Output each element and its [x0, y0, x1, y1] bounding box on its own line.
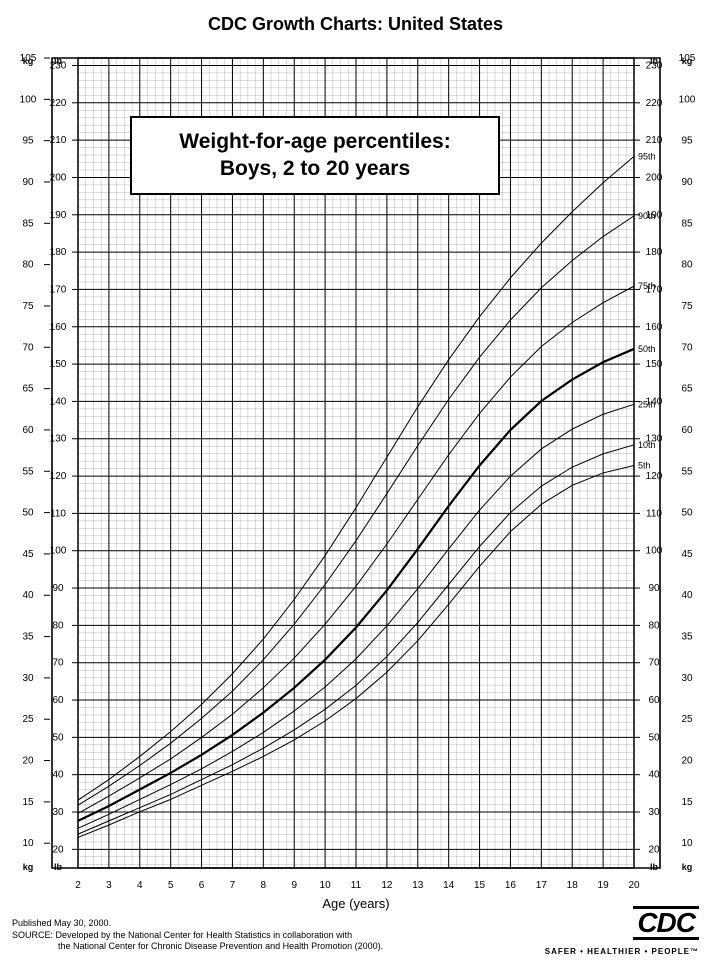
svg-text:65: 65: [22, 384, 34, 395]
footer-source-line-2: the National Center for Chronic Disease …: [12, 941, 383, 952]
chart-subtitle: Weight-for-age percentiles: Boys, 2 to 2…: [130, 116, 500, 195]
svg-text:80: 80: [52, 620, 64, 631]
svg-text:35: 35: [22, 632, 34, 643]
svg-text:20: 20: [628, 880, 640, 891]
svg-text:13: 13: [412, 880, 424, 891]
svg-text:11: 11: [351, 880, 362, 891]
svg-text:16: 16: [505, 880, 517, 891]
footer-source-line-1: SOURCE: Developed by the National Center…: [12, 930, 383, 941]
svg-text:50: 50: [22, 508, 34, 519]
svg-text:7: 7: [230, 880, 236, 891]
svg-text:70: 70: [22, 342, 34, 353]
svg-text:lb: lb: [650, 862, 659, 872]
svg-text:2: 2: [75, 880, 81, 891]
svg-text:75th: 75th: [638, 281, 656, 291]
svg-text:50: 50: [648, 732, 660, 743]
footer-source: Published May 30, 2000. SOURCE: Develope…: [12, 918, 383, 952]
svg-text:50th: 50th: [638, 344, 656, 354]
subtitle-line-2: Boys, 2 to 20 years: [150, 155, 480, 182]
svg-text:15: 15: [474, 880, 486, 891]
svg-text:9: 9: [291, 880, 297, 891]
subtitle-line-1: Weight-for-age percentiles:: [150, 128, 480, 155]
svg-text:100: 100: [679, 94, 696, 105]
svg-text:20: 20: [681, 756, 693, 767]
page-title: CDC Growth Charts: United States: [0, 14, 711, 35]
svg-text:8: 8: [261, 880, 267, 891]
svg-text:95th: 95th: [638, 151, 656, 161]
svg-text:30: 30: [648, 807, 660, 818]
svg-text:15: 15: [22, 797, 34, 808]
svg-text:15: 15: [681, 797, 693, 808]
svg-text:19: 19: [598, 880, 610, 891]
svg-text:90: 90: [648, 583, 660, 594]
svg-text:30: 30: [52, 807, 64, 818]
svg-text:14: 14: [443, 880, 455, 891]
svg-text:50: 50: [52, 732, 64, 743]
cdc-tagline: SAFER • HEALTHIER • PEOPLE™: [545, 947, 699, 956]
svg-text:30: 30: [22, 673, 34, 684]
svg-text:55: 55: [681, 466, 693, 477]
svg-text:95: 95: [22, 136, 34, 147]
svg-text:55: 55: [22, 466, 34, 477]
svg-text:60: 60: [52, 695, 64, 706]
svg-text:40: 40: [648, 770, 660, 781]
svg-text:10: 10: [22, 838, 34, 849]
svg-text:60: 60: [648, 695, 660, 706]
svg-text:95: 95: [681, 136, 693, 147]
svg-text:70: 70: [52, 658, 64, 669]
svg-text:40: 40: [681, 590, 693, 601]
svg-text:3: 3: [106, 880, 112, 891]
svg-text:10th: 10th: [638, 440, 656, 450]
svg-text:25: 25: [22, 714, 34, 725]
svg-text:80: 80: [22, 260, 34, 271]
svg-text:10: 10: [320, 880, 332, 891]
svg-text:60: 60: [681, 425, 693, 436]
svg-text:85: 85: [22, 218, 34, 229]
svg-text:10: 10: [681, 838, 693, 849]
svg-text:kg: kg: [23, 56, 34, 66]
svg-text:kg: kg: [682, 862, 693, 872]
svg-text:90: 90: [22, 177, 34, 188]
svg-text:50: 50: [681, 508, 693, 519]
svg-text:4: 4: [137, 880, 143, 891]
svg-text:80: 80: [681, 260, 693, 271]
svg-text:60: 60: [22, 425, 34, 436]
svg-text:85: 85: [681, 218, 693, 229]
svg-text:30: 30: [681, 673, 693, 684]
footer-published: Published May 30, 2000.: [12, 918, 383, 929]
svg-text:5th: 5th: [638, 460, 651, 470]
svg-text:35: 35: [681, 632, 693, 643]
svg-text:5: 5: [168, 880, 174, 891]
svg-text:90: 90: [52, 583, 64, 594]
svg-text:75: 75: [22, 301, 34, 312]
svg-text:20: 20: [22, 756, 34, 767]
svg-text:70: 70: [648, 658, 660, 669]
svg-text:45: 45: [22, 549, 34, 560]
svg-text:12: 12: [381, 880, 393, 891]
svg-text:100: 100: [20, 94, 37, 105]
svg-text:kg: kg: [682, 56, 693, 66]
svg-text:75: 75: [681, 301, 693, 312]
svg-text:70: 70: [681, 342, 693, 353]
svg-text:90: 90: [681, 177, 693, 188]
svg-text:Age (years): Age (years): [322, 896, 389, 911]
svg-text:25th: 25th: [638, 399, 656, 409]
svg-text:25: 25: [681, 714, 693, 725]
svg-text:17: 17: [536, 880, 548, 891]
svg-text:80: 80: [648, 620, 660, 631]
cdc-logo: CDC: [633, 906, 699, 940]
svg-text:90th: 90th: [638, 211, 656, 221]
svg-text:40: 40: [52, 770, 64, 781]
svg-text:20: 20: [648, 844, 660, 855]
svg-text:40: 40: [22, 590, 34, 601]
svg-text:65: 65: [681, 384, 693, 395]
svg-text:18: 18: [567, 880, 579, 891]
svg-text:45: 45: [681, 549, 693, 560]
svg-text:6: 6: [199, 880, 205, 891]
svg-text:kg: kg: [23, 862, 34, 872]
svg-text:20: 20: [52, 844, 64, 855]
svg-text:lb: lb: [54, 862, 63, 872]
